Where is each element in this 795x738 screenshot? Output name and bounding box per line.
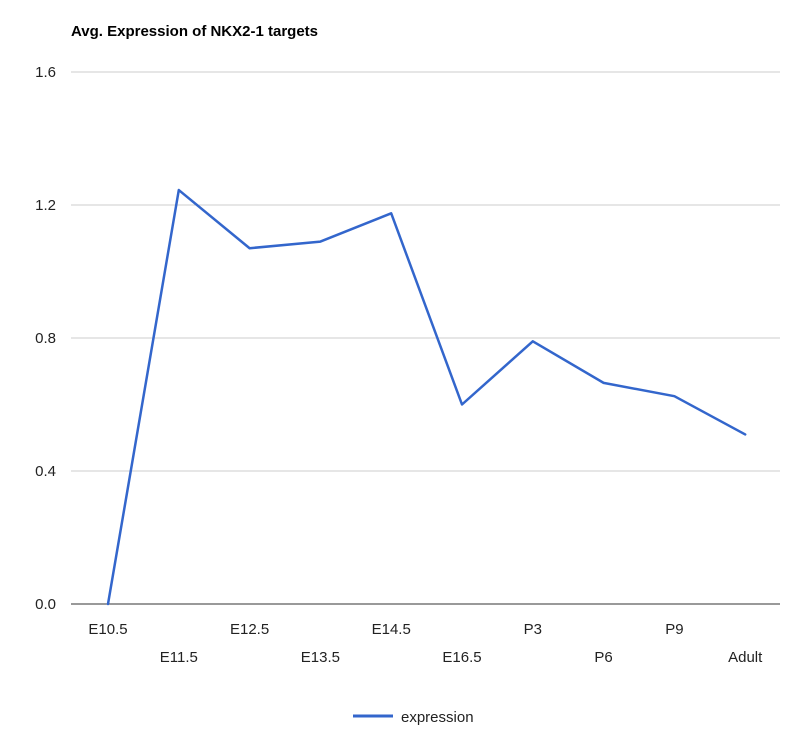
- y-tick-label: 1.2: [35, 197, 56, 214]
- x-tick-label: E13.5: [301, 649, 340, 666]
- gridlines: [71, 71, 780, 472]
- x-axis-ticks: E10.5 E11.5 E12.5 E13.5 E14.5 E16.5 P3 P6 P9 Adul…: [88, 621, 763, 666]
- x-tick-label: Adult: [728, 649, 763, 666]
- y-tick-label: 0.0: [35, 596, 56, 613]
- y-tick-label: 0.8: [35, 330, 56, 347]
- y-axis-ticks: 0.0 0.4 0.8 1.2 1.6: [35, 64, 56, 613]
- x-tick-label: P6: [594, 649, 612, 666]
- x-tick-label: E10.5: [88, 621, 127, 638]
- x-tick-label: E12.5: [230, 621, 269, 638]
- x-tick-label: P9: [665, 621, 683, 638]
- series-line-expression[interactable]: [106, 188, 747, 606]
- x-tick-label: P3: [524, 621, 542, 638]
- x-tick-label: E11.5: [160, 649, 198, 666]
- y-tick-label: 1.6: [35, 64, 56, 81]
- x-tick-label: E16.5: [442, 649, 481, 666]
- chart-title: Avg. Expression of NKX2-1 targets: [71, 23, 318, 40]
- series-group: [106, 188, 747, 606]
- y-tick-label: 0.4: [35, 463, 56, 480]
- x-tick-label: E14.5: [372, 621, 411, 638]
- legend[interactable]: expression: [353, 709, 474, 726]
- legend-label-expression: expression: [401, 709, 474, 726]
